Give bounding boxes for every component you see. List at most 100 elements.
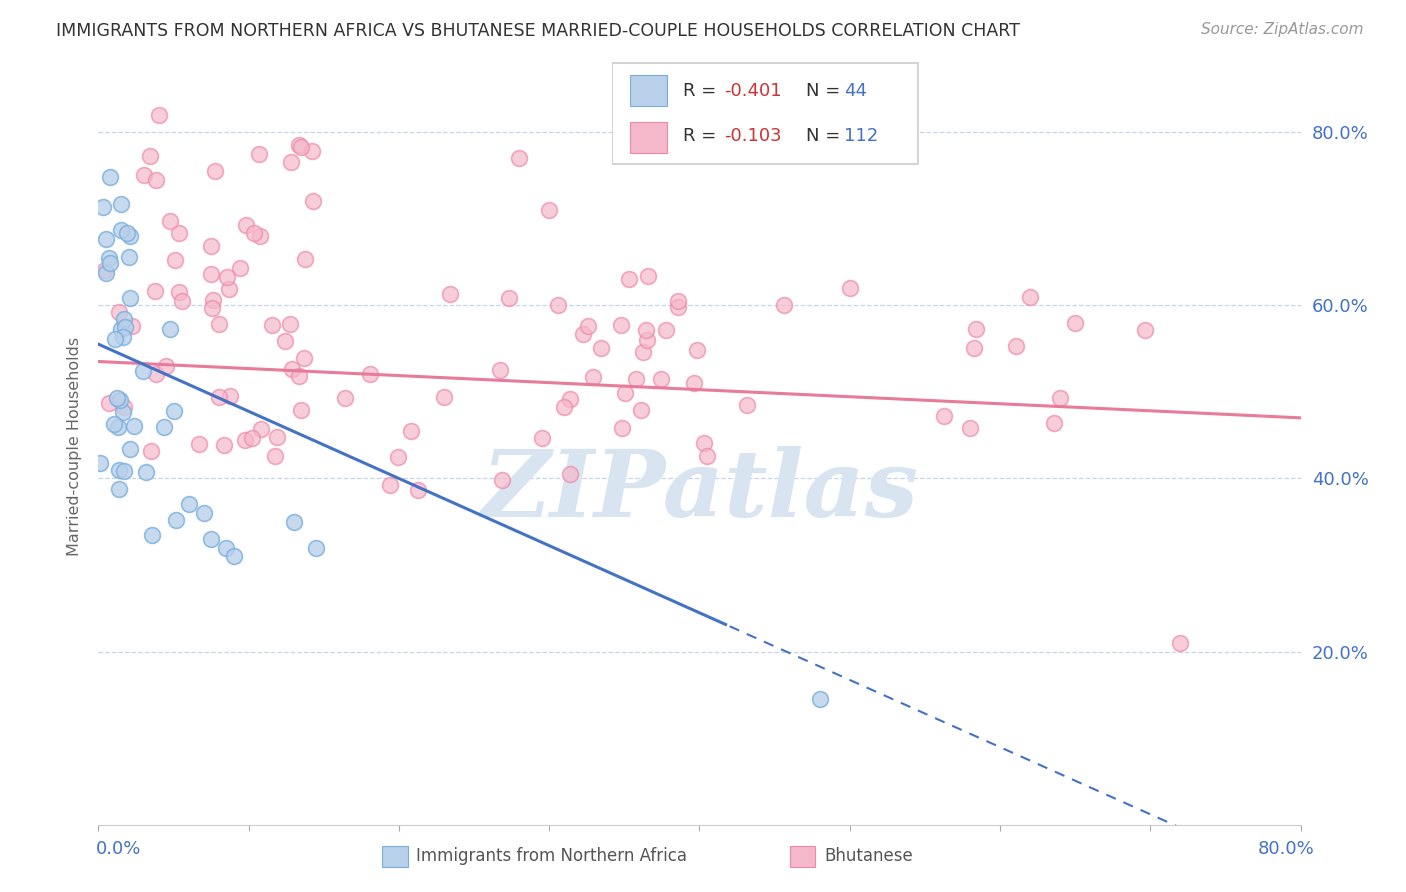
Point	[959, 421, 981, 435]
Point	[963, 341, 986, 355]
Text: ZIPatlas: ZIPatlas	[481, 447, 918, 536]
Point	[107, 482, 129, 496]
Point	[167, 226, 190, 240]
Point	[633, 344, 655, 359]
Point	[290, 140, 312, 154]
Point	[215, 270, 238, 285]
Point	[159, 322, 181, 336]
Text: 44: 44	[844, 82, 866, 100]
Point	[614, 385, 637, 400]
Point	[98, 251, 121, 265]
Point	[200, 532, 222, 546]
Point	[177, 498, 200, 512]
Y-axis label: Married-couple Households: Married-couple Households	[67, 336, 83, 556]
Point	[808, 692, 831, 706]
Point	[530, 431, 553, 445]
Point	[359, 367, 381, 381]
Point	[305, 541, 328, 555]
Point	[139, 149, 162, 163]
Point	[98, 256, 121, 270]
Point	[280, 362, 302, 376]
Point	[508, 151, 530, 165]
Point	[200, 239, 222, 253]
Point	[491, 474, 513, 488]
Point	[401, 424, 423, 438]
Point	[735, 399, 758, 413]
Point	[165, 252, 187, 267]
Point	[965, 322, 987, 336]
Point	[235, 218, 257, 232]
Point	[301, 194, 323, 209]
Point	[167, 285, 190, 300]
Point	[696, 450, 718, 464]
Point	[292, 351, 315, 366]
Point	[132, 364, 155, 378]
Point	[110, 197, 132, 211]
Point	[120, 228, 142, 243]
Point	[439, 287, 461, 301]
Text: Immigrants from Northern Africa: Immigrants from Northern Africa	[416, 847, 688, 865]
Point	[538, 202, 561, 217]
Point	[301, 144, 323, 158]
Point	[582, 370, 605, 384]
Point	[692, 435, 714, 450]
Point	[93, 263, 115, 277]
Point	[280, 154, 302, 169]
Point	[260, 318, 283, 332]
Point	[165, 512, 187, 526]
Point	[387, 450, 409, 464]
Point	[155, 359, 177, 373]
Point	[120, 442, 142, 457]
Point	[145, 367, 167, 381]
Point	[148, 107, 170, 121]
Text: R =: R =	[683, 128, 721, 145]
Point	[1049, 391, 1071, 405]
Bar	[630, 122, 668, 153]
Text: -0.401: -0.401	[724, 82, 782, 100]
Point	[650, 372, 672, 386]
Point	[288, 138, 311, 153]
Point	[222, 549, 245, 564]
Point	[98, 169, 121, 184]
Point	[118, 250, 141, 264]
Point	[553, 401, 575, 415]
Point	[215, 541, 238, 555]
Point	[143, 285, 166, 299]
Point	[634, 323, 657, 337]
Text: 0.0%: 0.0%	[96, 840, 141, 858]
Point	[610, 318, 633, 332]
Point	[172, 294, 194, 309]
Point	[124, 419, 146, 434]
Text: Source: ZipAtlas.com: Source: ZipAtlas.com	[1201, 22, 1364, 37]
Point	[201, 293, 224, 307]
Point	[773, 298, 796, 312]
Point	[107, 463, 129, 477]
Point	[204, 163, 226, 178]
Point	[290, 402, 312, 417]
Point	[114, 319, 136, 334]
Point	[111, 405, 134, 419]
Point	[547, 298, 569, 312]
Point	[152, 420, 174, 434]
Text: 80.0%: 80.0%	[1258, 840, 1315, 858]
Point	[96, 232, 118, 246]
Point	[274, 334, 297, 348]
Point	[110, 322, 132, 336]
Point	[686, 343, 709, 357]
Point	[103, 417, 125, 432]
Point	[624, 371, 647, 385]
Point	[637, 268, 659, 283]
Point	[94, 266, 117, 280]
Point	[233, 433, 256, 447]
Point	[247, 147, 270, 161]
Point	[208, 318, 231, 332]
Text: IMMIGRANTS FROM NORTHERN AFRICA VS BHUTANESE MARRIED-COUPLE HOUSEHOLDS CORRELATI: IMMIGRANTS FROM NORTHERN AFRICA VS BHUTA…	[56, 22, 1021, 40]
Point	[288, 368, 311, 383]
Point	[112, 400, 135, 414]
Point	[193, 506, 215, 520]
Point	[112, 464, 135, 478]
Point	[617, 272, 640, 286]
Point	[838, 281, 860, 295]
Point	[108, 392, 131, 407]
Point	[683, 376, 706, 391]
